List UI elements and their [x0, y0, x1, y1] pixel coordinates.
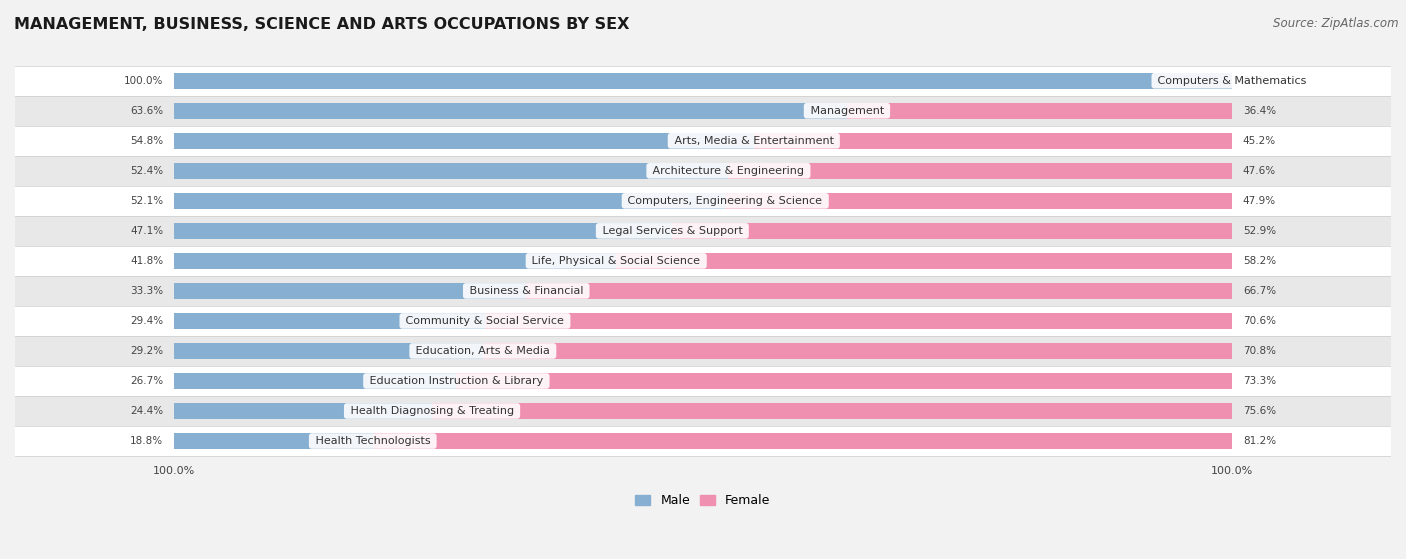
Text: Health Technologists: Health Technologists: [312, 436, 434, 446]
Text: 75.6%: 75.6%: [1243, 406, 1275, 416]
Bar: [526, 283, 1232, 299]
Text: Source: ZipAtlas.com: Source: ZipAtlas.com: [1274, 17, 1399, 30]
Bar: [15, 366, 1391, 396]
Text: Arts, Media & Entertainment: Arts, Media & Entertainment: [671, 136, 837, 146]
Text: Health Diagnosing & Treating: Health Diagnosing & Treating: [347, 406, 517, 416]
Text: Business & Financial: Business & Financial: [465, 286, 586, 296]
Text: 26.7%: 26.7%: [131, 376, 163, 386]
Text: 45.2%: 45.2%: [1243, 136, 1275, 146]
Bar: [754, 133, 1232, 149]
Bar: [616, 253, 1232, 269]
Text: 63.6%: 63.6%: [131, 106, 163, 116]
Bar: [15, 66, 1391, 96]
Text: Computers & Mathematics: Computers & Mathematics: [1154, 75, 1310, 86]
Text: 47.1%: 47.1%: [131, 226, 163, 236]
Bar: [15, 306, 1391, 336]
Bar: [846, 103, 1232, 119]
Bar: [174, 283, 526, 299]
Bar: [174, 133, 754, 149]
Text: 81.2%: 81.2%: [1243, 436, 1275, 446]
Text: 73.3%: 73.3%: [1243, 376, 1275, 386]
Text: 52.9%: 52.9%: [1243, 226, 1275, 236]
Text: 70.8%: 70.8%: [1243, 346, 1275, 356]
Text: 58.2%: 58.2%: [1243, 256, 1275, 266]
Text: Education, Arts & Media: Education, Arts & Media: [412, 346, 554, 356]
Text: 29.2%: 29.2%: [131, 346, 163, 356]
Bar: [174, 73, 1232, 88]
Bar: [672, 223, 1232, 239]
Text: 66.7%: 66.7%: [1243, 286, 1275, 296]
Bar: [15, 126, 1391, 156]
Bar: [15, 276, 1391, 306]
Text: 0.0%: 0.0%: [1243, 75, 1270, 86]
Text: Computers, Engineering & Science: Computers, Engineering & Science: [624, 196, 825, 206]
Bar: [15, 156, 1391, 186]
Text: 47.6%: 47.6%: [1243, 166, 1275, 176]
Bar: [373, 433, 1232, 449]
Bar: [15, 426, 1391, 456]
Text: MANAGEMENT, BUSINESS, SCIENCE AND ARTS OCCUPATIONS BY SEX: MANAGEMENT, BUSINESS, SCIENCE AND ARTS O…: [14, 17, 630, 32]
Text: 36.4%: 36.4%: [1243, 106, 1275, 116]
Text: 18.8%: 18.8%: [131, 436, 163, 446]
Text: 54.8%: 54.8%: [131, 136, 163, 146]
Text: 100.0%: 100.0%: [124, 75, 163, 86]
Text: 24.4%: 24.4%: [131, 406, 163, 416]
Bar: [15, 216, 1391, 246]
Text: 52.1%: 52.1%: [131, 196, 163, 206]
Bar: [15, 246, 1391, 276]
Text: Life, Physical & Social Science: Life, Physical & Social Science: [529, 256, 704, 266]
Bar: [15, 396, 1391, 426]
Bar: [728, 163, 1232, 179]
Text: Community & Social Service: Community & Social Service: [402, 316, 568, 326]
Text: Education Instruction & Library: Education Instruction & Library: [366, 376, 547, 386]
Text: Legal Services & Support: Legal Services & Support: [599, 226, 747, 236]
Bar: [174, 193, 725, 209]
Text: 47.9%: 47.9%: [1243, 196, 1275, 206]
Legend: Male, Female: Male, Female: [630, 489, 776, 512]
Bar: [174, 163, 728, 179]
Bar: [174, 433, 373, 449]
Bar: [15, 186, 1391, 216]
Bar: [174, 403, 432, 419]
Bar: [432, 403, 1232, 419]
Bar: [457, 373, 1232, 389]
Bar: [725, 193, 1232, 209]
Text: Architecture & Engineering: Architecture & Engineering: [650, 166, 807, 176]
Bar: [174, 103, 846, 119]
Bar: [15, 336, 1391, 366]
Bar: [174, 253, 616, 269]
Bar: [482, 343, 1232, 359]
Text: 29.4%: 29.4%: [131, 316, 163, 326]
Bar: [485, 313, 1232, 329]
Text: 41.8%: 41.8%: [131, 256, 163, 266]
Bar: [15, 96, 1391, 126]
Bar: [174, 373, 457, 389]
Bar: [174, 223, 672, 239]
Bar: [174, 343, 482, 359]
Text: 33.3%: 33.3%: [131, 286, 163, 296]
Text: Management: Management: [807, 106, 887, 116]
Text: 70.6%: 70.6%: [1243, 316, 1275, 326]
Text: 52.4%: 52.4%: [131, 166, 163, 176]
Bar: [174, 313, 485, 329]
